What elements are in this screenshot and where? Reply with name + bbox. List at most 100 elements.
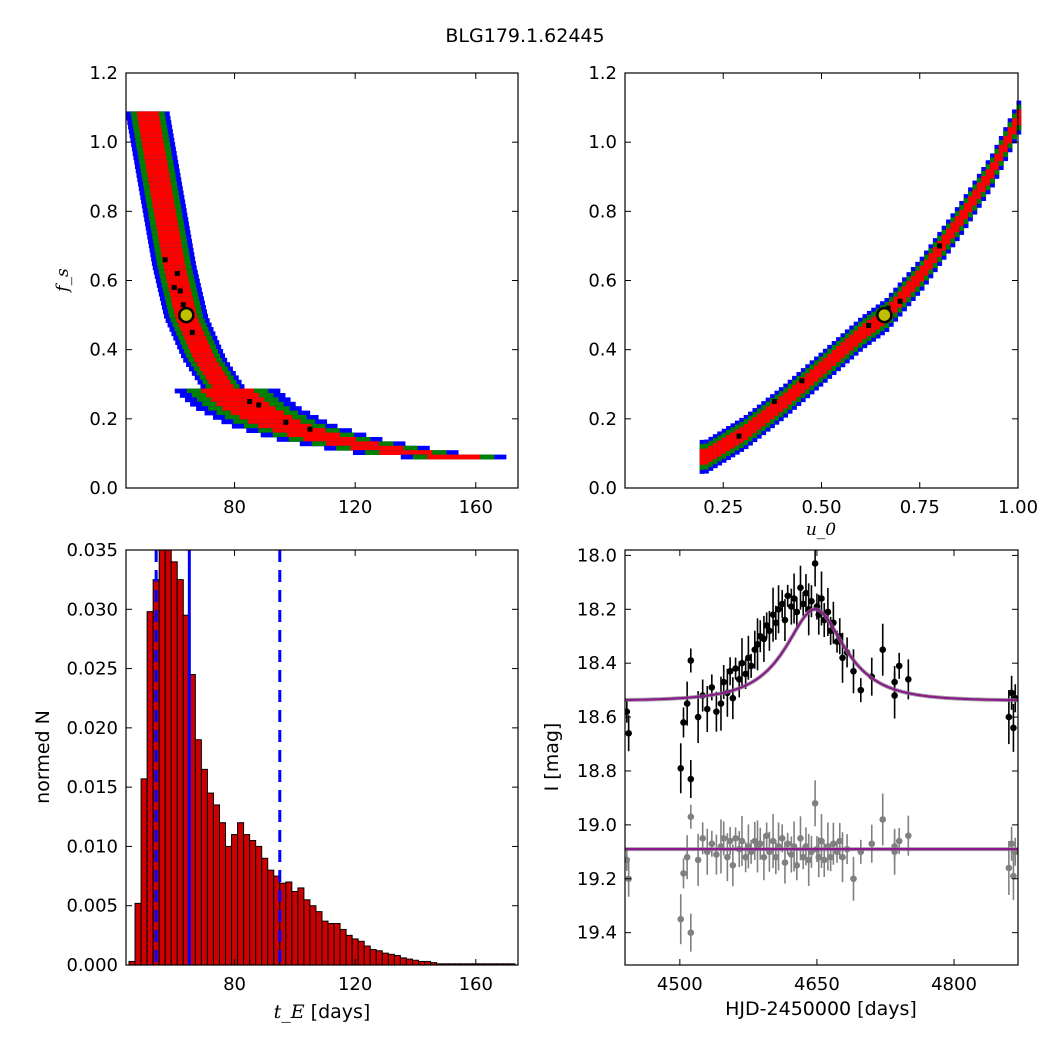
data-point-observed [811,560,819,567]
data-point-observed [781,616,789,624]
sigma1-cell [924,259,929,276]
sigma1-cell [159,243,182,249]
data-point-residual [1005,864,1013,872]
histogram-bar [363,945,371,966]
sigma1-cell [194,357,217,363]
data-point-residual [751,837,759,845]
data-point-residual [839,853,846,861]
data-point-residual [729,861,737,869]
histogram-bar [176,579,184,966]
panel-light-curve: 4500 4650 4800 18.0 18.2 18.4 18.6 18.8 19.0 19.2… [541,545,1019,1020]
data-point-residual [742,853,749,861]
sigma1-cell [156,225,179,231]
data-point-observed [857,686,865,694]
histogram-bar [170,561,178,966]
data-point-residual [738,837,746,845]
sample-cell [177,288,183,294]
data-point-observed [1008,689,1015,697]
figure-title: BLG179.1.62445 [445,25,604,47]
sigma1-cell [712,443,718,460]
data-point-observed [1010,724,1017,732]
data-point-residual [1008,840,1015,848]
histogram-marker-lines [154,550,282,965]
sigma1-cell [941,234,947,251]
data-point-observed [879,646,887,654]
data-point-residual [732,835,739,842]
frame-fs-u0 [624,72,1019,489]
data-point-residual [680,870,687,877]
data-point-residual [905,832,912,839]
sample-cell [180,302,186,308]
data-point-observed [808,597,815,605]
data-point-observed [726,667,734,675]
sigma1-cell [180,327,203,332]
data-point-observed [742,670,749,678]
sigma1-cell [161,252,184,257]
data-point-observed [683,700,691,707]
data-point-observed [802,589,810,597]
sigma1-cell [946,228,951,245]
data-point-residual [694,856,702,864]
data-point-observed [895,662,903,670]
xtick-label-fs-u0: 1.00 [998,497,1038,518]
best-fit-marker-fs-u0 [876,306,893,324]
frame-light-curve [624,549,1019,966]
ytick-label-fs-tE: 0.2 [89,409,118,430]
data-point-observed [905,676,912,683]
sigma1-cell [708,445,714,462]
ytick-label-light-curve: 18.6 [577,707,617,728]
ytick-label-fs-u0: 1.0 [588,132,617,153]
data-point-observed [745,654,752,662]
data-point-observed [694,713,702,721]
data-point-residual [850,875,857,883]
histogram-bar [399,957,407,966]
axes-fs-u0: 0.25 0.50 0.75 1.00 0.0 0.2 0.4 0.6 0.8 1.0 1.2 [588,63,1038,518]
data-point-observed [839,654,846,662]
histogram-bar [158,549,166,966]
histogram-bar [315,911,323,966]
sigma1-cell [143,151,166,156]
data-point-residual [788,851,795,858]
sigma1-cell [148,177,171,183]
sigma1-cell [814,365,819,382]
axes-histogram: 80 120 160 0.000 0.005 0.010 0.015 0.020 0.025 0.… [66,540,518,995]
histogram-bar [231,834,239,966]
sample-cell [171,284,177,290]
sigma1-cell [871,316,877,333]
sigma1-cell [149,181,172,187]
ytick-label-light-curve: 19.4 [577,923,617,944]
sigma1-cell [968,196,973,213]
histogram-bar [387,953,395,966]
data-point-observed [729,694,737,702]
sigma1-cell [1016,109,1022,126]
sigma1-cell [192,353,215,359]
data-point-residual [868,840,876,848]
data-point-residual [687,929,695,936]
sigma1-cell [893,296,899,313]
ytick-label-histogram: 0.015 [66,777,118,798]
sigma1-cell [875,313,881,330]
sigma1-cell [994,153,1000,170]
histogram-bar [255,845,263,966]
xtick-label-light-curve: 4500 [657,974,703,995]
data-point-residual [726,837,734,845]
histogram-bar [206,792,214,966]
sigma1-cell [972,189,978,206]
sigma1-cell [155,221,178,227]
data-point-residual [836,837,844,845]
histogram-bar [297,887,305,966]
histogram-bar [225,845,233,966]
ytick-label-histogram: 0.020 [66,718,118,739]
sigma1-cell [142,142,165,147]
sigma1-cell [154,212,177,218]
histogram-bar [200,768,208,966]
histogram-bar [134,902,142,966]
sigma1-cell [976,182,982,199]
ytick-label-fs-tE: 0.4 [89,340,118,361]
xlabel-hjd: HJD-2450000 [days] [725,998,917,1020]
ytick-label-fs-tE: 0.8 [89,201,118,222]
ytick-label-fs-u0: 0.6 [588,271,617,292]
data-point-observed [713,708,720,715]
ytick-label-fs-tE: 0.0 [89,478,118,499]
sigma1-cell [761,410,767,427]
